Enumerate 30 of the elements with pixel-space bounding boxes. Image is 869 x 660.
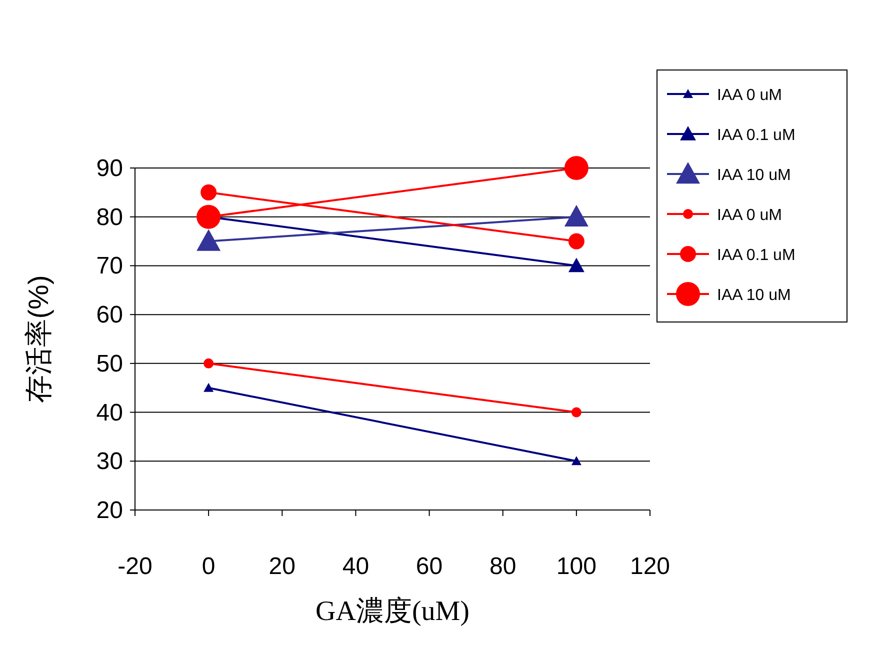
x-tick-label: 60 — [416, 553, 443, 580]
legend-label: IAA 0 uM — [717, 207, 782, 224]
point — [196, 204, 221, 229]
x-tick-label: 80 — [490, 553, 516, 580]
point — [571, 407, 582, 418]
point — [200, 184, 217, 200]
x-tick-label: -20 — [118, 553, 152, 580]
y-axis-title: 存活率(%) — [23, 275, 54, 403]
y-tick-label: 70 — [96, 252, 123, 280]
y-tick-label: 90 — [96, 155, 123, 182]
x-tick-label: 40 — [342, 553, 370, 580]
legend-label: IAA 0 uM — [717, 87, 782, 104]
legend-label: IAA 10 uM — [717, 167, 791, 184]
legend-label: IAA 0.1 uM — [717, 127, 796, 144]
x-tick-label: 20 — [268, 553, 296, 580]
y-tick-label: 40 — [96, 399, 123, 426]
point — [568, 233, 584, 250]
y-tick-label: 50 — [96, 350, 123, 378]
y-tick-label: 30 — [96, 448, 123, 476]
x-tick-label: 120 — [630, 553, 670, 580]
legend-label: IAA 10 uM — [717, 287, 791, 304]
y-tick-label: 80 — [96, 204, 123, 231]
y-tick-label: 20 — [96, 497, 123, 524]
point — [204, 358, 214, 368]
point — [564, 156, 588, 180]
legend-label: IAA 0.1 uM — [717, 247, 796, 264]
y-tick-label: 60 — [96, 302, 123, 329]
x-axis-title: GA濃度(uM) — [316, 596, 470, 627]
x-tick-label: 0 — [202, 553, 216, 580]
x-tick-label: 100 — [556, 553, 596, 580]
